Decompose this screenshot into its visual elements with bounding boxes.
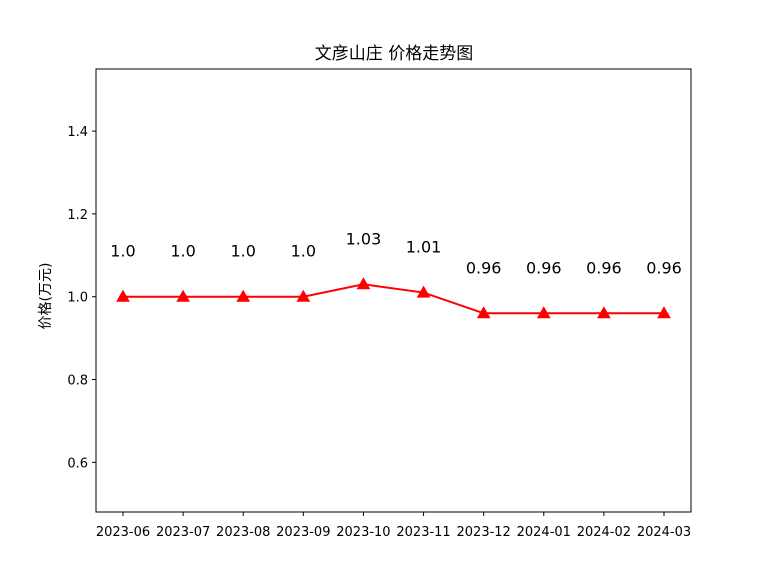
data-label: 0.96 [526,258,562,277]
price-series [116,277,671,319]
x-tick-label: 2023-07 [156,525,210,540]
data-point-marker [657,306,671,319]
y-tick-label: 1.4 [67,125,88,140]
plot-frame [95,68,692,513]
x-axis-ticks: 2023-06 2023-07 2023-08 2023-09 2023-10 2023-… [96,512,691,540]
y-tick-label: 1.0 [67,291,88,306]
data-point-marker [416,285,431,298]
x-tick-label: 2024-03 [637,525,691,540]
data-point-marker [356,277,371,290]
x-tick-label: 2023-08 [216,525,270,540]
y-tick-label: 0.8 [67,374,88,389]
data-point-marker [116,289,130,302]
y-axis-label: 价格(万元) [38,263,54,330]
data-label: 1.0 [110,242,135,261]
chart-title: 文彦山庄 价格走势图 [315,44,473,64]
data-label: 1.0 [291,242,316,261]
data-labels: 1.0 1.0 1.0 1.0 1.03 1.01 0.96 0.96 0.96 0.96 [110,229,682,277]
data-point-marker [176,289,190,302]
data-label: 1.0 [230,242,255,261]
data-label: 0.96 [586,258,622,277]
data-point-marker [597,306,611,319]
x-tick-label: 2024-01 [517,525,571,540]
y-axis-ticks: 0.6 0.8 1.0 1.2 1.4 [67,125,96,471]
data-point-marker [296,289,311,302]
data-label: 0.96 [466,258,502,277]
y-tick-label: 0.6 [67,456,88,471]
data-label: 1.0 [170,242,195,261]
x-tick-label: 2023-06 [96,525,150,540]
x-tick-label: 2023-12 [457,525,511,540]
x-tick-label: 2023-11 [396,525,450,540]
data-point-marker [236,289,251,302]
data-point-marker [476,306,491,319]
y-tick-label: 1.2 [67,208,88,223]
data-label: 0.96 [646,258,682,277]
data-label: 1.03 [346,229,382,248]
data-point-marker [536,306,551,319]
x-tick-label: 2023-09 [276,525,330,540]
x-tick-label: 2024-02 [577,525,631,540]
data-label: 1.01 [406,238,442,257]
x-tick-label: 2023-10 [336,525,390,540]
series-line [123,283,664,315]
